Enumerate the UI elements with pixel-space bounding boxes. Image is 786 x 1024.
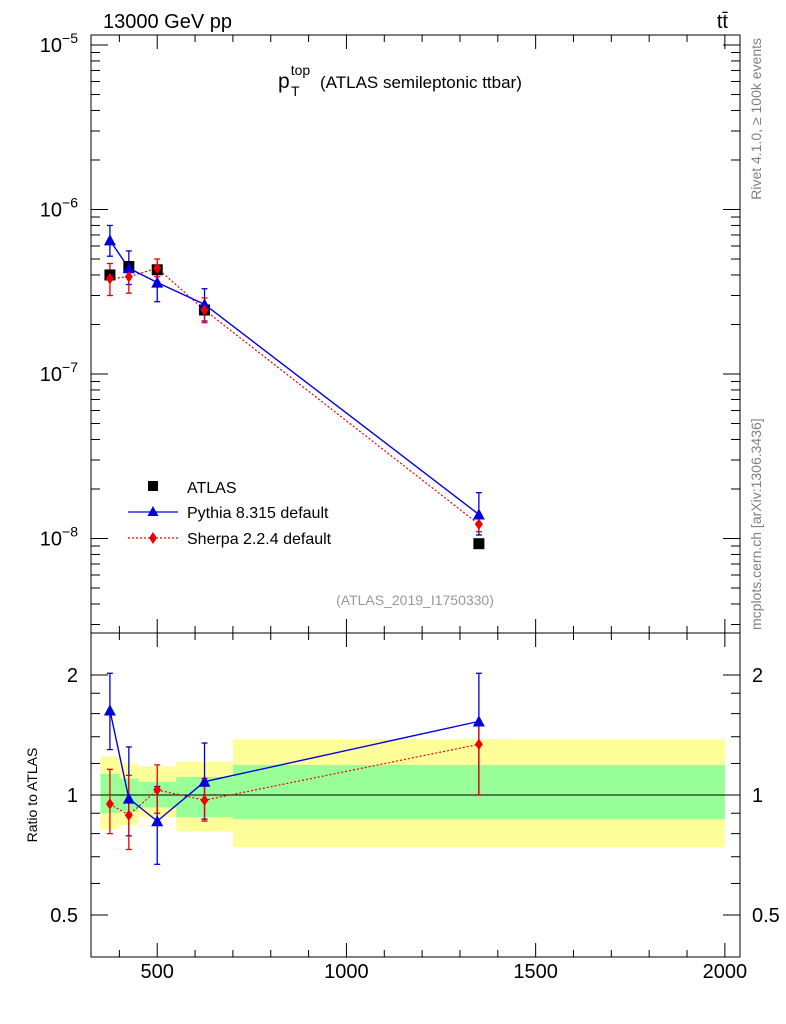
pythia-point (198, 298, 211, 310)
sherpa-point (105, 273, 114, 285)
x-tick-label: 2000 (703, 961, 748, 983)
sherpa-ratio-point (200, 794, 209, 806)
y-tick-label-exponent: −5 (62, 30, 78, 46)
sherpa-ratio-point (105, 798, 114, 810)
legend-sherpa-label: Sherpa 2.2.4 default (187, 531, 332, 548)
title-subscript: T (291, 83, 300, 99)
y-tick-label: 10−7 (40, 359, 78, 386)
y-tick-label-base: 10 (40, 364, 62, 386)
sherpa-ratio-point (474, 738, 483, 750)
y-tick-label-exponent: −6 (62, 195, 78, 211)
pythia-ratio-point (103, 704, 116, 716)
rivet-version-label: Rivet 4.1.0, ≥ 100k events (748, 38, 764, 200)
sherpa-ratio-point (153, 784, 162, 796)
y-tick-label-exponent: −8 (62, 524, 78, 540)
sherpa-point (474, 518, 483, 530)
energy-label: 13000 GeV pp (103, 11, 232, 33)
atlas-point (473, 538, 485, 550)
pythia-point (151, 276, 164, 288)
sherpa-point (153, 262, 162, 274)
process-label: tt̄ (717, 11, 729, 33)
ratio-y-tick-label-right: 0.5 (752, 905, 780, 927)
ratio-plot: 0.5 0.5 1 1 2 2 500 1000 1500 2000 Ratio to ATLA… (24, 632, 780, 983)
pythia-point (472, 508, 485, 520)
y-tick-label-base: 10 (40, 200, 62, 222)
ratio-y-tick-label: 2 (67, 665, 78, 687)
sherpa-point (200, 304, 209, 316)
legend: ATLAS Pythia 8.315 default Sherpa 2.2.4 … (128, 480, 332, 548)
ratio-y-tick-label: 1 (67, 785, 78, 807)
sherpa-ratio-point (124, 809, 133, 821)
sherpa-line (109, 267, 480, 525)
sherpa-point (124, 271, 133, 283)
mcplots-source-label: mcplots.cern.ch [arXiv:1306.3436] (748, 418, 764, 630)
main-plot-title: ptop T (ATLAS semileptonic ttbar) (278, 62, 522, 99)
pythia-ratio-point (151, 815, 164, 827)
y-tick-label-base: 10 (40, 529, 62, 551)
legend-atlas-label: ATLAS (187, 480, 237, 497)
x-tick-label: 500 (141, 961, 174, 983)
y-tick-label-base: 10 (40, 35, 62, 57)
legend-pythia-label: Pythia 8.315 default (187, 505, 329, 522)
title-rest: (ATLAS semileptonic ttbar) (320, 73, 522, 92)
legend-sherpa-marker (149, 532, 157, 544)
pythia-ratio-point (472, 715, 485, 727)
legend-atlas-marker (148, 481, 158, 491)
y-tick-label: 10−8 (40, 524, 78, 551)
analysis-label: (ATLAS_2019_I1750330) (336, 592, 494, 608)
x-tick-label: 1000 (324, 961, 369, 983)
pythia-point (103, 234, 116, 246)
pythia-point (122, 262, 135, 274)
y-tick-label: 10−6 (40, 195, 78, 222)
y-tick-label: 10−5 (40, 30, 78, 57)
title-base: p (278, 70, 290, 93)
main-plot: 10−510−610−710−8 ptop T (ATLAS semileptoni… (40, 30, 741, 634)
legend-pythia-marker (147, 506, 159, 516)
y-tick-label-exponent: −7 (62, 359, 78, 375)
ratio-y-tick-label-right: 1 (752, 785, 763, 807)
pythia-ratio-point (122, 792, 135, 804)
x-tick-label: 1500 (513, 961, 558, 983)
ratio-y-tick-label-right: 2 (752, 665, 763, 687)
ratio-y-axis-label: Ratio to ATLAS (24, 748, 40, 843)
pythia-ratio-point (198, 775, 211, 787)
ratio-y-tick-label: 0.5 (50, 905, 78, 927)
title-superscript: top (291, 62, 311, 78)
pythia-line (109, 239, 480, 516)
